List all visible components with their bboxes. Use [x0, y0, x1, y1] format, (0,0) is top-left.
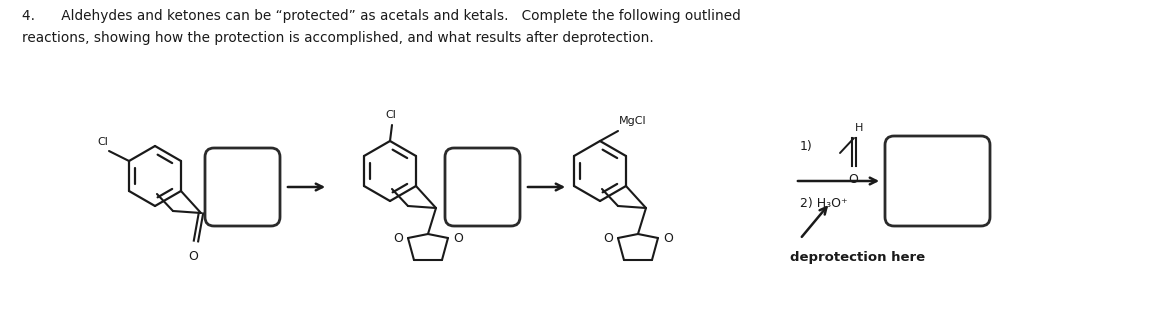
Text: O: O — [663, 231, 673, 245]
Text: Cl: Cl — [97, 137, 108, 147]
Text: O: O — [393, 231, 402, 245]
Text: reactions, showing how the protection is accomplished, and what results after de: reactions, showing how the protection is… — [22, 31, 654, 45]
Text: O: O — [848, 173, 858, 186]
Text: O: O — [453, 231, 463, 245]
Text: H: H — [855, 123, 863, 133]
Text: Cl: Cl — [386, 110, 397, 120]
Text: 4.      Aldehydes and ketones can be “protected” as acetals and ketals.   Comple: 4. Aldehydes and ketones can be “protect… — [22, 9, 741, 23]
Text: MgCl: MgCl — [619, 116, 647, 126]
Text: 2) H₃O⁺: 2) H₃O⁺ — [800, 197, 847, 210]
Text: O: O — [603, 231, 613, 245]
Text: deprotection here: deprotection here — [790, 251, 925, 264]
FancyBboxPatch shape — [885, 136, 990, 226]
FancyBboxPatch shape — [445, 148, 519, 226]
Text: 1): 1) — [800, 139, 813, 153]
Text: O: O — [188, 250, 198, 263]
FancyBboxPatch shape — [205, 148, 280, 226]
